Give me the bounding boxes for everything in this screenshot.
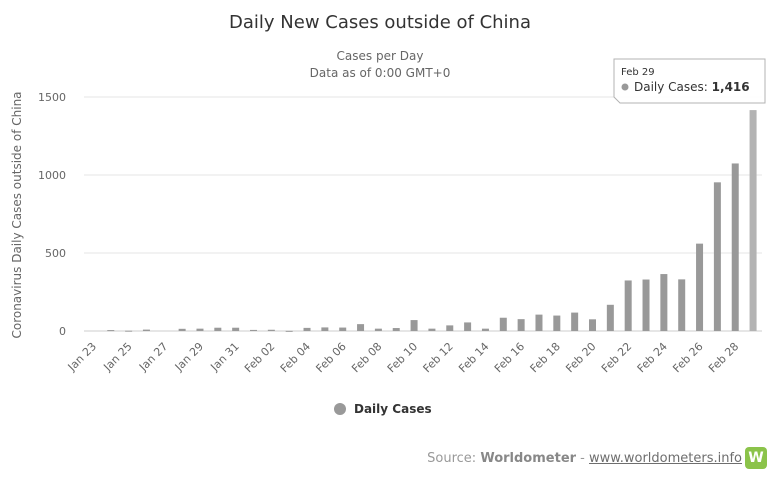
x-tick-label: Feb 06 (313, 340, 348, 375)
bar-feb-18[interactable] (553, 315, 561, 331)
tooltip-value: 1,416 (712, 80, 750, 94)
x-tick-label: Feb 24 (635, 340, 670, 375)
x-tick-label: Feb 02 (242, 340, 277, 375)
bar-feb-11[interactable] (428, 328, 436, 331)
x-tick-label: Feb 08 (349, 340, 384, 375)
source-separator: - (576, 451, 590, 466)
bar-jan-25[interactable] (125, 330, 133, 332)
x-tick-label: Feb 10 (385, 340, 420, 375)
bar-jan-24[interactable] (107, 330, 115, 332)
worldometer-logo[interactable]: W (745, 447, 767, 469)
bar-feb-17[interactable] (535, 314, 543, 331)
tooltip-marker (621, 83, 629, 91)
chart-title: Daily New Cases outside of China (229, 12, 531, 33)
bar-feb-24[interactable] (660, 274, 668, 331)
bar-feb-19[interactable] (571, 312, 579, 331)
bar-feb-09[interactable] (392, 328, 400, 331)
x-tick-label: Feb 18 (528, 340, 563, 375)
source-link[interactable]: www.worldometers.info (589, 451, 742, 466)
y-tick-label: 1000 (38, 169, 66, 182)
x-tick-label: Feb 20 (563, 340, 598, 375)
bars (107, 110, 757, 332)
bar-feb-13[interactable] (464, 322, 472, 331)
tooltip-label: Daily Cases: (634, 80, 712, 94)
x-tick-label: Feb 28 (706, 340, 741, 375)
source-brand: Worldometer (480, 451, 577, 466)
y-tick-label: 1500 (38, 91, 66, 104)
bar-feb-05[interactable] (321, 327, 329, 331)
bar-feb-01[interactable] (250, 329, 257, 331)
bar-feb-23[interactable] (642, 279, 650, 331)
x-tick-label: Feb 16 (492, 340, 527, 375)
legend[interactable]: Daily Cases (334, 402, 432, 416)
chart-subtitle-date: Data as of 0:00 GMT+0 (310, 66, 451, 80)
bar-feb-14[interactable] (481, 328, 489, 331)
bar-feb-03[interactable] (285, 330, 293, 332)
source-credit: Source: Worldometer - www.worldometers.i… (427, 451, 742, 466)
chart-subtitle: Cases per Day (337, 49, 424, 63)
x-tick-label: Jan 27 (136, 340, 170, 374)
bar-jan-28[interactable] (178, 328, 186, 331)
x-tick-label: Jan 29 (172, 340, 206, 374)
bar-feb-26[interactable] (696, 243, 704, 331)
bar-feb-28[interactable] (731, 163, 739, 331)
bar-feb-16[interactable] (517, 319, 525, 331)
bar-feb-21[interactable] (606, 304, 614, 331)
bar-feb-08[interactable] (374, 328, 382, 331)
bar-feb-25[interactable] (678, 279, 686, 331)
y-axis-label: Coronavirus Daily Cases outside of China (10, 91, 24, 338)
source-prefix: Source: (427, 451, 481, 466)
bar-jan-26[interactable] (142, 329, 150, 331)
y-tick-labels: 0 500 1000 1500 (38, 91, 66, 338)
tooltip-box (613, 58, 766, 104)
x-tick-label: Feb 04 (278, 340, 313, 375)
bar-feb-22[interactable] (624, 280, 632, 331)
bar-jan-31[interactable] (232, 327, 240, 331)
bar-feb-27[interactable] (713, 182, 721, 331)
tooltip: Feb 29 Daily Cases: 1,416 (613, 58, 766, 104)
tooltip-date: Feb 29 (621, 67, 655, 78)
legend-marker (334, 403, 346, 415)
bar-feb-06[interactable] (339, 327, 347, 331)
x-tick-labels: Jan 23 Jan 25 Jan 27 Jan 29 Jan 31 Feb 02 Feb … (65, 340, 742, 375)
bar-feb-20[interactable] (589, 319, 596, 331)
bar-feb-07[interactable] (357, 324, 365, 331)
tooltip-text: Daily Cases: 1,416 (634, 80, 750, 94)
x-tick-label: Jan 31 (208, 340, 242, 374)
bar-jan-29[interactable] (196, 328, 204, 331)
bar-feb-29[interactable] (749, 110, 757, 331)
bar-feb-15[interactable] (499, 317, 507, 331)
bar-jan-30[interactable] (214, 327, 222, 331)
x-tick-label: Jan 23 (65, 340, 99, 374)
bar-feb-04[interactable] (303, 327, 311, 331)
x-tick-label: Feb 14 (456, 340, 491, 375)
bar-feb-12[interactable] (446, 325, 454, 331)
x-tick-label: Feb 26 (670, 340, 705, 375)
legend-label: Daily Cases (354, 402, 432, 416)
y-tick-label: 0 (59, 325, 66, 338)
x-tick-label: Feb 12 (421, 340, 456, 375)
x-tick-label: Jan 25 (100, 340, 134, 374)
bar-feb-02[interactable] (267, 329, 275, 331)
x-tick-label: Feb 22 (599, 340, 634, 375)
bar-feb-10[interactable] (410, 320, 418, 331)
grid-lines (84, 96, 762, 332)
y-tick-label: 500 (45, 247, 66, 260)
